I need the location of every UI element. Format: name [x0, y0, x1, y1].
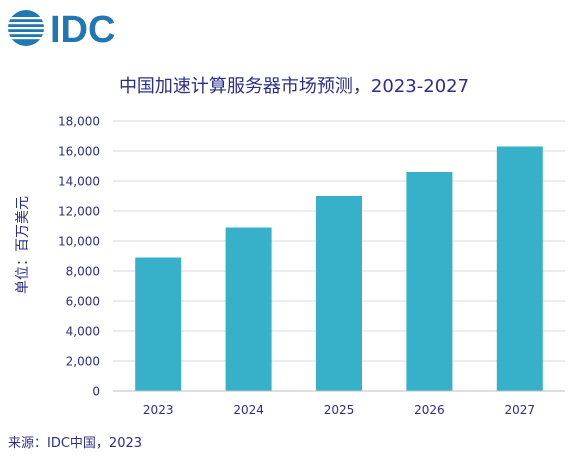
- y-tick-label: 10,000: [58, 235, 100, 249]
- bar-2026: [406, 172, 453, 391]
- source-note: 来源：IDC中国，2023: [8, 436, 143, 451]
- globe-icon: [8, 10, 44, 46]
- y-tick-label: 6,000: [66, 295, 100, 309]
- chart-title: 中国加速计算服务器市场预测，2023-2027: [118, 76, 470, 97]
- idc-logo: IDC: [8, 9, 115, 48]
- y-tick-label: 14,000: [58, 175, 100, 189]
- y-tick-labels: 0 2,000 4,000 6,000 8,000 10,000 12,000 14,000 1…: [58, 115, 100, 399]
- logo-text: IDC: [50, 9, 115, 48]
- x-tick-label: 2023: [143, 403, 174, 417]
- bar-2024: [225, 227, 272, 391]
- y-tick-label: 0: [92, 385, 100, 399]
- y-tick-label: 16,000: [58, 145, 100, 159]
- x-tick-label: 2025: [324, 403, 355, 417]
- bar-2025: [316, 196, 362, 391]
- x-tick-labels: 2023 2024 2025 2026 2027: [143, 403, 535, 417]
- x-tick-label: 2026: [414, 403, 445, 417]
- y-tick-label: 4,000: [66, 325, 100, 339]
- y-tick-label: 8,000: [66, 265, 100, 279]
- x-tick-label: 2024: [233, 403, 264, 417]
- x-tick-label: 2027: [505, 403, 536, 417]
- y-tick-label: 12,000: [58, 205, 100, 219]
- y-tick-label: 2,000: [66, 355, 100, 369]
- y-tick-label: 18,000: [58, 115, 100, 129]
- bar-2023: [135, 257, 182, 391]
- bar-2027: [496, 146, 543, 391]
- bars: [135, 146, 543, 391]
